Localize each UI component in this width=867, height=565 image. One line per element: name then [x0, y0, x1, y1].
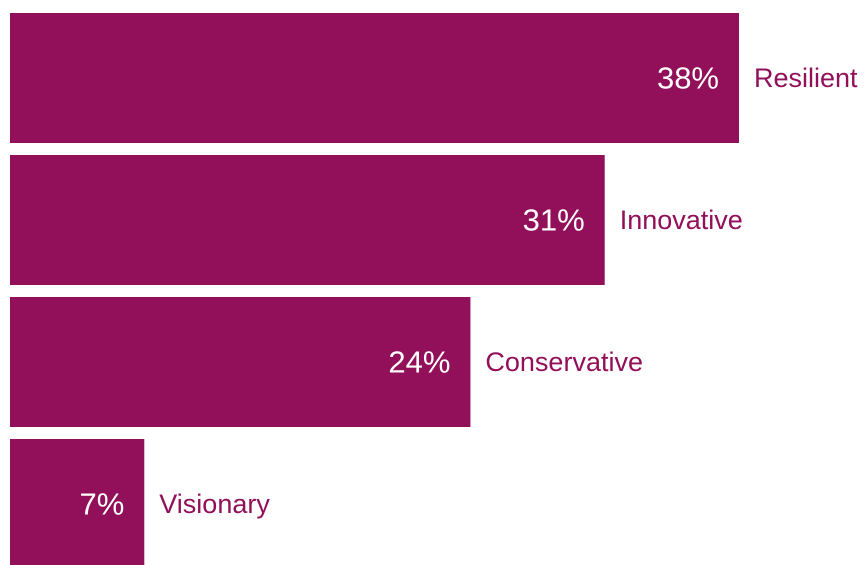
- bar-visionary: [10, 439, 145, 565]
- bar-group-resilient: 38% Resilient: [10, 13, 858, 143]
- category-label-visionary: Visionary: [159, 489, 270, 519]
- value-label-conservative: 24%: [388, 345, 450, 380]
- bar-group-innovative: 31% Innovative: [10, 155, 743, 285]
- bar-innovative: [10, 155, 605, 285]
- bar-group-conservative: 24% Conservative: [10, 297, 643, 427]
- value-label-innovative: 31%: [523, 203, 585, 238]
- value-label-visionary: 7%: [79, 487, 124, 522]
- category-label-resilient: Resilient: [754, 63, 858, 93]
- bar-group-visionary: 7% Visionary: [10, 439, 270, 565]
- category-label-innovative: Innovative: [620, 205, 743, 235]
- bar-resilient: [10, 13, 739, 143]
- bar-conservative: [10, 297, 471, 427]
- value-label-resilient: 38%: [657, 61, 719, 96]
- category-label-conservative: Conservative: [485, 347, 643, 377]
